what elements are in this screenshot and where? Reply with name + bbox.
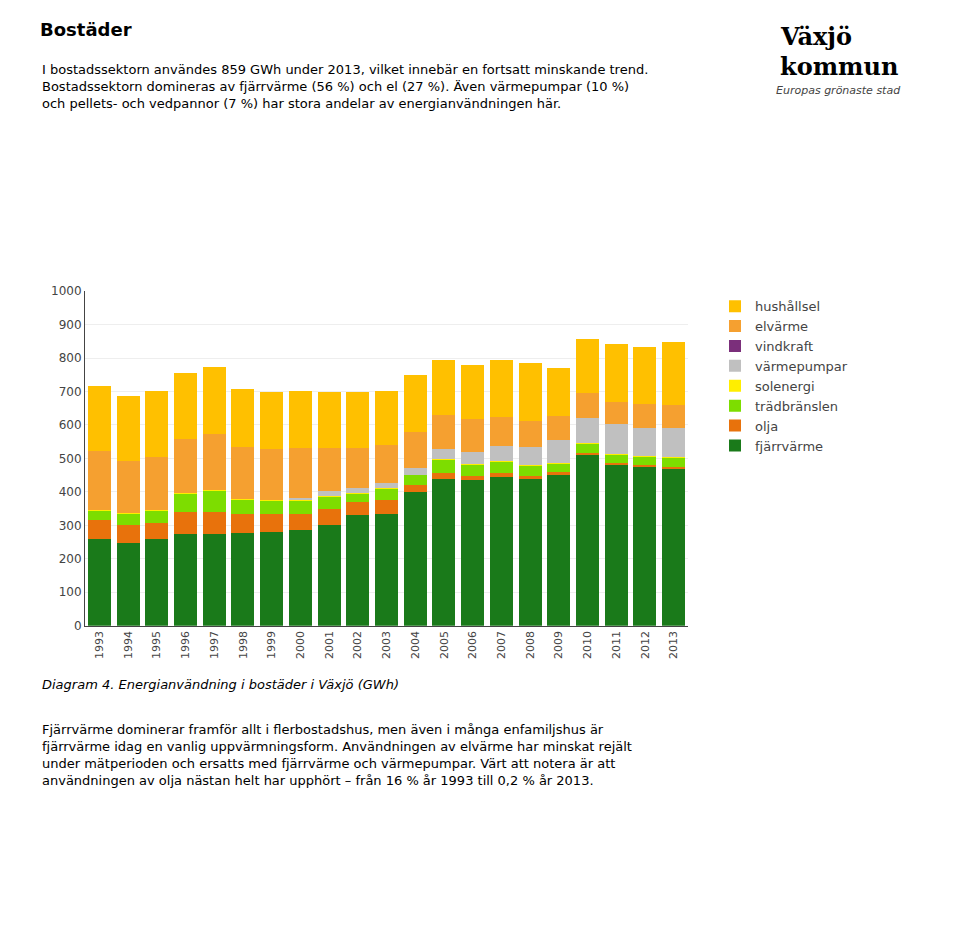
- svg-text:I bostadssektorn användes 859: I bostadssektorn användes 859 GWh under …: [42, 62, 648, 111]
- svg-text:vindkraft: vindkraft: [755, 339, 813, 354]
- svg-text:1998: 1998: [237, 631, 250, 659]
- svg-text:2008: 2008: [524, 631, 537, 659]
- svg-text:2006: 2006: [466, 631, 479, 659]
- svg-text:Växjö: Växjö: [780, 22, 852, 51]
- svg-text:2002: 2002: [351, 631, 364, 659]
- svg-text:1999: 1999: [265, 631, 278, 659]
- svg-text:2007: 2007: [495, 631, 508, 659]
- svg-text:2013: 2013: [667, 631, 680, 659]
- svg-text:2009: 2009: [552, 631, 565, 659]
- svg-text:Europas grönaste stad: Europas grönaste stad: [776, 84, 901, 97]
- svg-text:hushållsel: hushållsel: [755, 299, 820, 314]
- svg-text:600: 600: [59, 418, 82, 432]
- svg-text:2005: 2005: [438, 631, 451, 659]
- svg-text:solenergi: solenergi: [755, 379, 815, 394]
- svg-text:2004: 2004: [409, 631, 422, 659]
- svg-text:2000: 2000: [294, 631, 307, 659]
- svg-text:2012: 2012: [639, 631, 652, 659]
- svg-text:800: 800: [59, 351, 82, 365]
- svg-text:1994: 1994: [122, 631, 135, 659]
- svg-text:kommun: kommun: [780, 52, 898, 81]
- svg-text:400: 400: [59, 485, 82, 499]
- svg-text:värmepumpar: värmepumpar: [755, 359, 848, 374]
- svg-text:200: 200: [59, 552, 82, 566]
- svg-text:100: 100: [59, 585, 82, 599]
- svg-text:2001: 2001: [323, 631, 336, 659]
- svg-text:trädbränslen: trädbränslen: [755, 399, 838, 414]
- svg-text:2011: 2011: [610, 631, 623, 659]
- svg-text:1995: 1995: [150, 631, 163, 659]
- svg-text:500: 500: [59, 452, 82, 466]
- svg-text:olja: olja: [755, 419, 778, 434]
- svg-text:Diagram 4. Energianvändning i: Diagram 4. Energianvändning i bostäder i…: [42, 677, 399, 692]
- svg-text:2010: 2010: [581, 631, 594, 659]
- svg-text:1997: 1997: [208, 631, 221, 659]
- svg-text:2003: 2003: [380, 631, 393, 659]
- svg-text:Bostäder: Bostäder: [40, 19, 132, 40]
- svg-text:300: 300: [59, 519, 82, 533]
- svg-text:elvärme: elvärme: [755, 319, 808, 334]
- svg-text:1996: 1996: [179, 631, 192, 659]
- svg-text:1000: 1000: [51, 284, 82, 298]
- svg-text:1993: 1993: [93, 631, 106, 659]
- svg-text:900: 900: [59, 318, 82, 332]
- svg-text:Fjärrvärme dominerar framför a: Fjärrvärme dominerar framför allt i fler…: [42, 722, 632, 788]
- svg-text:700: 700: [59, 385, 82, 399]
- svg-text:fjärrvärme: fjärrvärme: [755, 439, 823, 454]
- svg-text:0: 0: [74, 619, 82, 633]
